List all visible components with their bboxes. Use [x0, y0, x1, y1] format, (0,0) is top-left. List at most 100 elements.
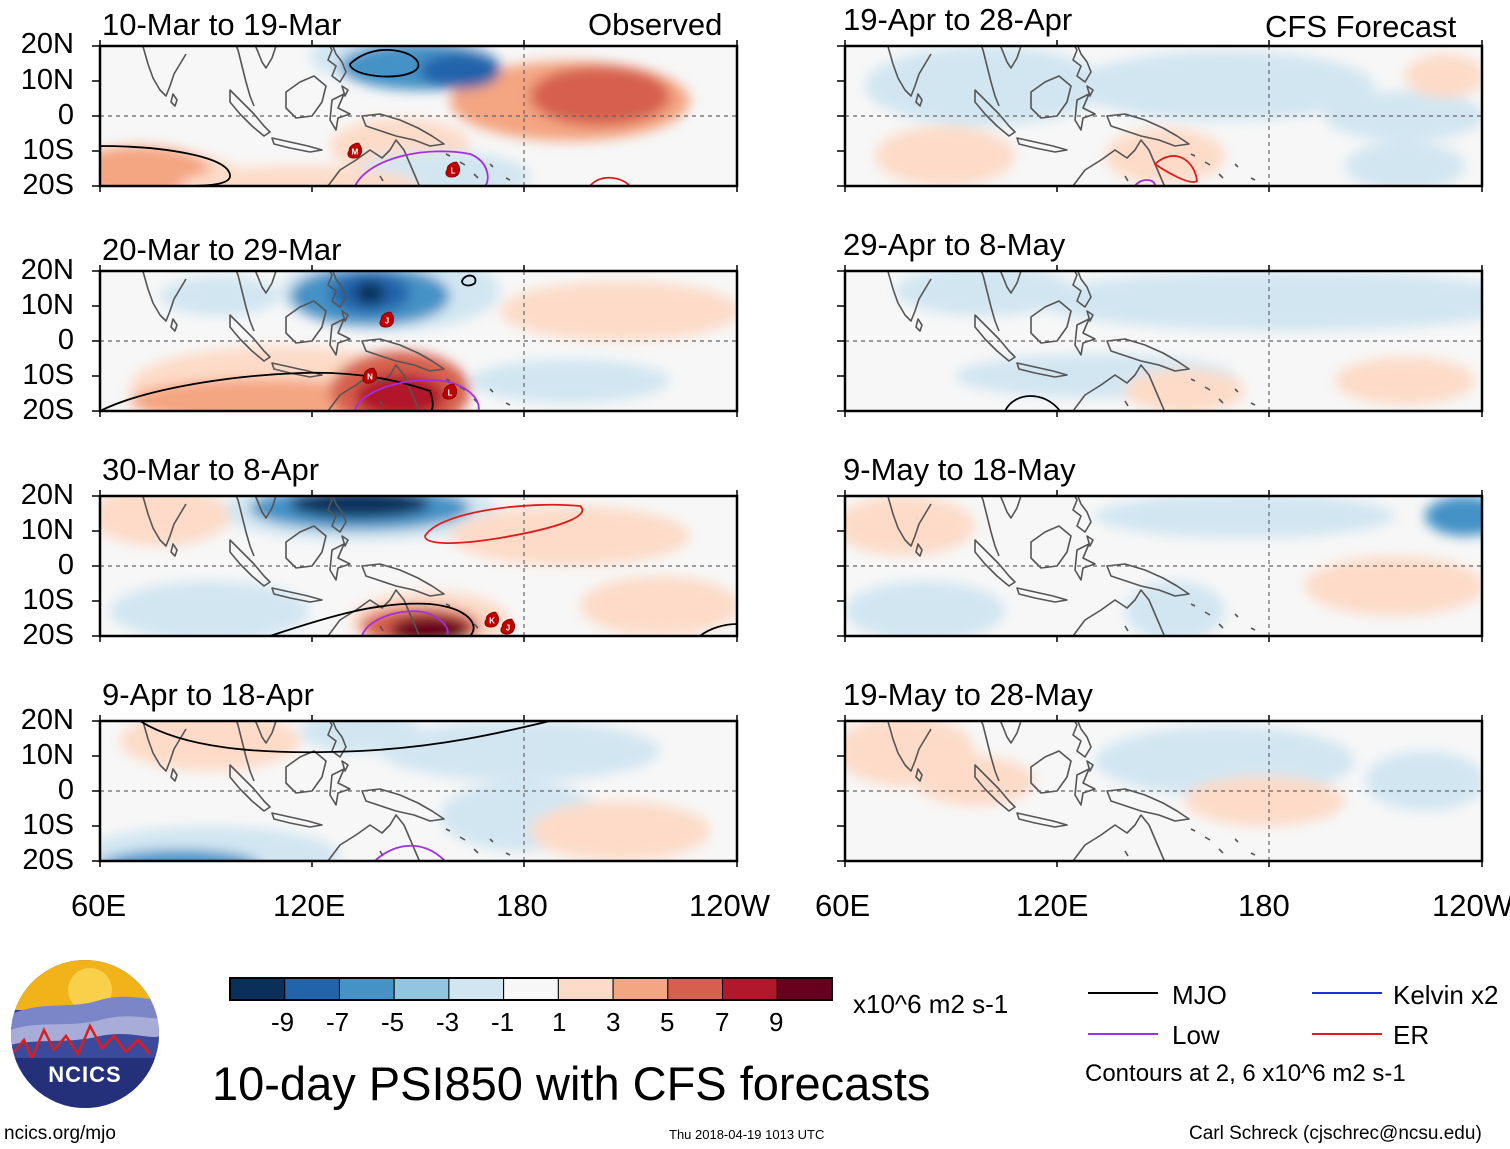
storm-marker: L [445, 161, 461, 178]
lat-label: 0 [57, 774, 74, 806]
lat-label: 10N [20, 514, 74, 546]
storm-marker: M [347, 142, 363, 159]
main-title: 10-day PSI850 with CFS forecasts [212, 1057, 931, 1110]
colorbar-swatch [338, 977, 395, 1001]
contour-line [1153, 155, 1198, 183]
colorbar-swatch [612, 977, 669, 1001]
lon-label: 60E [815, 888, 871, 923]
lon-label: 120W [689, 888, 770, 923]
anomaly-blob [130, 379, 390, 411]
anomaly-blob [865, 46, 1105, 126]
panel-title-2: 20-Mar to 29-Mar [102, 232, 342, 267]
footer-credit: Carl Schreck (cjschrec@ncsu.edu) [1189, 1123, 1482, 1144]
anomaly-blob [104, 850, 256, 861]
anomaly-field [100, 46, 690, 186]
storm-letter: L [448, 389, 453, 398]
lat-label: 20N [20, 479, 74, 511]
panel-title-5: 19-Apr to 28-Apr [843, 2, 1073, 37]
colorbar-label: -5 [381, 1007, 405, 1037]
colorbar-units: x10^6 m2 s-1 [853, 989, 1009, 1019]
anomaly-blob [845, 496, 975, 556]
storm-letter: J [506, 624, 510, 633]
contour-line [374, 844, 446, 861]
colorbar-label: 5 [660, 1007, 675, 1037]
storm-marker: J [379, 311, 395, 328]
anomaly-blob [915, 756, 1035, 806]
lat-label: 10S [22, 359, 74, 391]
map-panel-p5 [837, 40, 1484, 192]
contour-line [349, 49, 420, 78]
anomaly-blob [450, 506, 690, 566]
anomaly-blob [1305, 556, 1482, 616]
contour-line [424, 503, 584, 544]
lon-label: 120W [1432, 888, 1510, 923]
contour-line [1004, 395, 1061, 411]
colorbar-swatch [284, 977, 340, 1001]
anomaly-field [895, 271, 1482, 411]
anomaly-blob [1345, 141, 1465, 186]
anomaly-blob [160, 276, 280, 316]
lat-label: 20N [20, 254, 74, 286]
lon-label: 180 [1238, 888, 1290, 923]
anomaly-blob [420, 53, 500, 89]
lat-label: 0 [57, 324, 74, 356]
contour-line [361, 610, 449, 636]
contour-line [1134, 179, 1156, 186]
anomaly-blob [875, 126, 1015, 186]
anomaly-blob [1125, 581, 1225, 636]
logo-text: NCICS [48, 1062, 121, 1087]
anomaly-blob [530, 801, 710, 861]
map-panel-p7 [837, 490, 1484, 642]
colorbar-swatch [503, 977, 559, 1001]
lat-label: 0 [57, 549, 74, 581]
anomaly-blob [580, 576, 737, 636]
observed-header: Observed [588, 7, 723, 42]
anomaly-field [865, 46, 1482, 186]
lat-label: 20S [22, 844, 74, 876]
anomaly-field [845, 721, 1482, 826]
contour-line [269, 602, 475, 636]
legend-label-er: ER [1393, 1020, 1430, 1050]
storm-letter: J [385, 317, 389, 326]
lat-label: 0 [57, 99, 74, 131]
contour-line [589, 176, 631, 186]
anomaly-blob [500, 281, 737, 341]
colorbar-label: 7 [715, 1007, 730, 1037]
anomaly-blob [1105, 128, 1225, 184]
anomaly-field [845, 496, 1482, 636]
footer-url[interactable]: ncics.org/mjo [4, 1123, 116, 1144]
anomaly-blob [355, 281, 385, 305]
anomaly-blob [1095, 496, 1395, 538]
anomaly-blob [1405, 54, 1482, 98]
ncics-logo: NCICS [11, 960, 159, 1108]
storm-marker: J [500, 618, 516, 635]
map-panel-p4 [92, 715, 739, 867]
anomaly-field [100, 721, 710, 861]
contour-line [461, 274, 477, 287]
map-panel-p2: J N L [92, 265, 739, 417]
map-panel-p8 [837, 715, 1484, 867]
colorbar-label: 1 [552, 1007, 567, 1037]
anomaly-blob [1125, 369, 1245, 411]
anomaly-blob [180, 166, 420, 186]
storm-letter: M [352, 148, 359, 157]
legend-label-low: Low [1172, 1020, 1220, 1050]
lat-label: 10N [20, 739, 74, 771]
anomaly-blob [100, 146, 210, 186]
colorbar-label: 9 [769, 1007, 784, 1037]
anomaly-blob [895, 271, 1075, 316]
lon-label: 120E [1016, 888, 1089, 923]
lat-label: 20S [22, 169, 74, 201]
lon-label: 60E [71, 888, 127, 923]
colorbar-swatch [776, 977, 833, 1001]
legend-label-mjo: MJO [1172, 980, 1227, 1010]
anomaly-blob [390, 616, 470, 636]
panel-title-7: 9-May to 18-May [843, 452, 1076, 487]
panel-title-6: 29-Apr to 8-May [843, 227, 1066, 262]
contour-line [354, 379, 480, 411]
lat-label: 10S [22, 584, 74, 616]
anomaly-blob [1035, 271, 1482, 331]
storm-marker: N [362, 367, 378, 384]
anomaly-blob [110, 581, 310, 636]
storm-marker: K [484, 611, 500, 628]
